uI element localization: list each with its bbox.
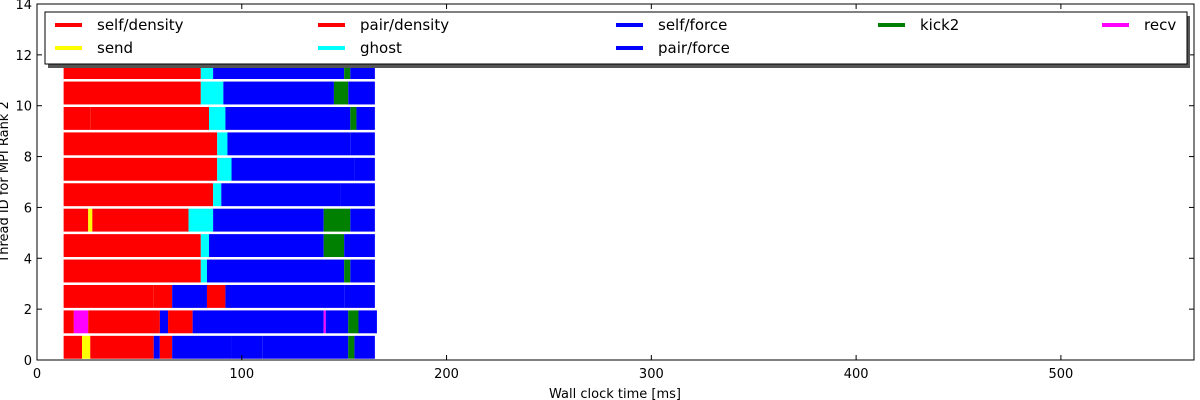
y-tick-label: 2 <box>24 303 32 318</box>
y-tick-label: 4 <box>24 252 32 267</box>
legend-label: self/density <box>97 16 184 34</box>
task-bar <box>153 335 160 359</box>
task-bar <box>82 335 91 359</box>
task-bar <box>63 132 218 156</box>
y-axis-label: Thread ID for MPI Rank 2 <box>0 101 12 263</box>
x-tick-label: 100 <box>229 367 254 382</box>
x-tick-label: 400 <box>844 367 869 382</box>
task-bar <box>63 335 83 359</box>
task-bar <box>200 81 224 105</box>
task-bar <box>348 310 359 334</box>
task-bar <box>223 81 334 105</box>
task-bar <box>92 208 189 232</box>
task-bar <box>88 310 160 334</box>
x-axis-label: Wall clock time [ms] <box>549 387 681 400</box>
task-bar <box>206 259 345 283</box>
legend-label: ghost <box>360 39 402 57</box>
task-bar <box>348 335 355 359</box>
task-bar <box>168 310 193 334</box>
task-bar <box>200 234 210 258</box>
task-bar <box>217 132 228 156</box>
task-bar <box>63 310 74 334</box>
ticks-layer: 0 100 200 300 400 500 0 2 4 6 8 10 12 14 <box>15 0 1194 382</box>
task-bar <box>63 234 201 258</box>
task-bar <box>63 208 89 232</box>
x-tick-label: 300 <box>639 367 664 382</box>
task-bar <box>200 259 207 283</box>
y-tick-label: 12 <box>15 49 32 64</box>
legend-label: self/force <box>658 16 727 34</box>
legend-label: recv <box>1144 16 1176 34</box>
task-bar <box>63 106 91 130</box>
task-bar <box>354 157 375 181</box>
task-bar <box>153 284 173 308</box>
bars-layer <box>63 56 377 359</box>
task-bar <box>225 284 345 308</box>
legend-items: self/density pair/density self/force kick2 r… <box>55 16 1176 57</box>
task-bar <box>213 208 324 232</box>
y-tick-label: 10 <box>15 100 32 115</box>
task-bar <box>63 284 154 308</box>
task-bar <box>350 106 357 130</box>
task-bar <box>159 335 173 359</box>
task-bar <box>88 208 93 232</box>
legend: self/density pair/density self/force kick2 r… <box>44 11 1190 68</box>
task-bar <box>340 183 375 207</box>
task-bar <box>90 335 154 359</box>
y-tick-label: 6 <box>24 201 32 216</box>
task-bar <box>63 157 218 181</box>
task-bar <box>209 234 324 258</box>
task-bar <box>63 259 201 283</box>
x-tick-label: 500 <box>1048 367 1073 382</box>
y-tick-label: 0 <box>24 354 32 369</box>
task-bar <box>192 310 324 334</box>
task-bar <box>333 81 349 105</box>
task-bar <box>344 259 351 283</box>
task-bar <box>213 183 222 207</box>
task-bar <box>358 310 377 334</box>
task-bar <box>73 310 89 334</box>
task-bar <box>325 310 349 334</box>
legend-label: pair/density <box>360 16 449 34</box>
task-bar <box>323 310 326 334</box>
task-bar <box>225 106 351 130</box>
task-bar <box>344 284 375 308</box>
task-bar <box>188 208 214 232</box>
task-bar <box>354 335 375 359</box>
task-bar <box>90 106 210 130</box>
x-tick-label: 0 <box>33 367 41 382</box>
task-bar <box>217 157 232 181</box>
task-bar <box>227 132 351 156</box>
task-bar <box>231 157 355 181</box>
task-bar <box>159 310 169 334</box>
task-bar <box>356 106 375 130</box>
task-bar <box>350 208 375 232</box>
legend-label: pair/force <box>658 39 730 57</box>
legend-label: kick2 <box>920 16 959 34</box>
task-bar <box>344 234 375 258</box>
y-tick-label: 14 <box>15 0 32 13</box>
legend-label: send <box>97 39 133 57</box>
task-bar <box>348 81 375 105</box>
task-bar <box>231 335 263 359</box>
task-bar <box>209 106 226 130</box>
task-bar <box>206 284 226 308</box>
task-bar <box>172 335 232 359</box>
task-bar <box>172 284 207 308</box>
y-tick-label: 8 <box>24 151 32 166</box>
task-bar <box>262 335 349 359</box>
legend-box <box>44 11 1188 65</box>
task-bar <box>350 132 375 156</box>
plot-frame <box>36 3 1195 361</box>
task-bar <box>63 183 214 207</box>
task-bar <box>323 234 345 258</box>
x-tick-label: 200 <box>434 367 459 382</box>
task-bar <box>63 81 201 105</box>
task-bar <box>323 208 351 232</box>
task-bar <box>350 259 375 283</box>
task-bar <box>221 183 341 207</box>
